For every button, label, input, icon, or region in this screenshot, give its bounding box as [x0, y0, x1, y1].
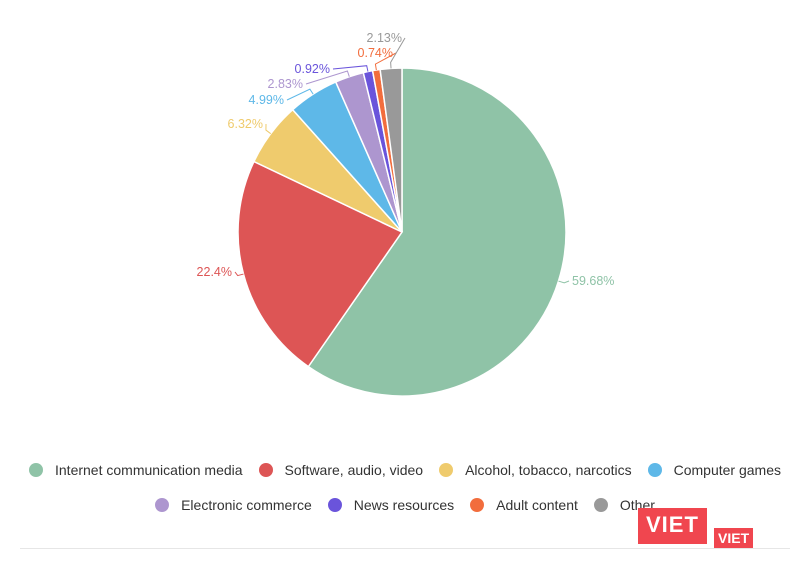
data-label-2: 6.32%	[228, 117, 263, 131]
legend-swatch	[29, 463, 43, 477]
logo-main-text: VIET	[638, 508, 707, 544]
leader-line-7	[390, 37, 406, 69]
legend-label: Adult content	[496, 497, 578, 513]
leader-line-4	[305, 70, 350, 85]
data-label-4: 2.83%	[268, 77, 303, 91]
vietnamnet-logo: VIET VIET	[638, 508, 758, 550]
legend-item-games: Computer games	[647, 462, 781, 478]
legend-row-1: Internet communication media Software, a…	[0, 462, 810, 478]
bottom-divider	[20, 548, 790, 549]
leader-line-3	[286, 88, 314, 101]
data-label-6: 0.74%	[358, 46, 393, 60]
legend-swatch	[593, 498, 608, 512]
leader-line-0	[558, 280, 570, 284]
legend-label: News resources	[353, 497, 455, 513]
legend-swatch	[327, 498, 342, 512]
leader-line-6	[374, 52, 397, 71]
leader-line-1	[234, 271, 244, 277]
legend-item-software: Software, audio, video	[258, 462, 424, 478]
legend-swatch	[439, 463, 454, 477]
legend-swatch	[155, 498, 170, 512]
legend-swatch	[258, 463, 273, 477]
legend-label: Software, audio, video	[284, 462, 424, 478]
data-label-3: 4.99%	[249, 93, 284, 107]
legend-label: Alcohol, tobacco, narcotics	[465, 462, 632, 478]
data-label-5: 0.92%	[295, 62, 330, 76]
legend-item-news: News resources	[327, 497, 455, 513]
legend-item-internet: Internet communication media	[29, 462, 243, 478]
data-label-0: 59.68%	[572, 274, 614, 288]
legend-swatch	[470, 498, 485, 512]
legend-label: Electronic commerce	[181, 497, 312, 513]
leader-line-5	[332, 65, 369, 72]
legend-row-2: Electronic commerce News resources Adult…	[0, 497, 810, 513]
legend-label: Internet communication media	[55, 462, 243, 478]
legend-item-adult: Adult content	[470, 497, 578, 513]
legend-label: Computer games	[673, 462, 781, 478]
leader-line-2	[265, 123, 272, 135]
legend-swatch	[647, 463, 662, 477]
legend-item-alcohol: Alcohol, tobacco, narcotics	[439, 462, 632, 478]
logo-sub-text: VIET	[714, 528, 754, 548]
legend-item-ecommerce: Electronic commerce	[155, 497, 312, 513]
data-label-1: 22.4%	[197, 265, 232, 279]
data-label-7: 2.13%	[367, 31, 402, 45]
